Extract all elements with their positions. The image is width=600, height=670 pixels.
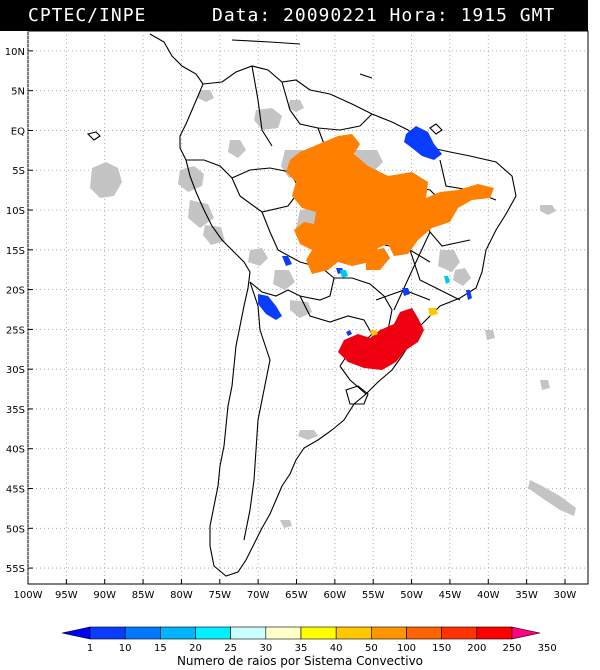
colorbar-label: 35: [295, 643, 308, 654]
colorbar-label: 1: [87, 643, 93, 654]
lat-tick-label: 35S: [6, 405, 25, 416]
colorbar-label: 40: [330, 643, 343, 654]
colorbar-label: 20: [189, 643, 202, 654]
lat-tick-label: EQ: [11, 126, 25, 137]
lon-tick-label: 35W: [515, 590, 538, 601]
colorbar-label: 30: [259, 643, 272, 654]
lon-tick-label: 75W: [208, 590, 231, 601]
colorbar-title: Numero de raios por Sistema Convectivo: [176, 654, 424, 668]
lon-tick-label: 100W: [14, 590, 43, 601]
lat-tick-label: 30S: [6, 365, 25, 376]
colorbar-label: 10: [119, 643, 132, 654]
lat-tick-label: 55S: [6, 564, 25, 575]
red-system: [338, 308, 424, 370]
lat-tick-label: 45S: [6, 485, 25, 496]
lon-tick-label: 30W: [554, 590, 577, 601]
colorbar-segment: [300, 626, 337, 640]
latitude-labels: 10N 5N EQ 5S 10S 15S 20S 25S 30S 35S 40S 45S 50S 55S: [5, 47, 25, 575]
colorbar-label: 25: [224, 643, 237, 654]
colorbar-label: 250: [502, 643, 521, 654]
blue-systems: [258, 126, 472, 336]
lon-tick-label: 80W: [170, 590, 193, 601]
colorbar-label: 50: [365, 643, 378, 654]
lon-tick-label: 50W: [400, 590, 423, 601]
lat-tick-label: 20S: [6, 286, 25, 297]
lat-tick-label: 5S: [12, 166, 25, 177]
lon-tick-label: 65W: [285, 590, 308, 601]
lat-tick-label: 40S: [6, 445, 25, 456]
colorbar-segment: [124, 626, 161, 640]
colorbar-label: 350: [538, 643, 557, 654]
colorbar-segment: [160, 626, 196, 640]
datetime-label: Data: 20090221 Hora: 1915 GMT: [212, 5, 556, 26]
source-label: CPTEC/INPE: [28, 5, 147, 26]
lat-tick-label: 50S: [6, 524, 25, 535]
colorbar-label: 150: [432, 643, 451, 654]
colorbar-segment: [441, 626, 478, 640]
lon-tick-label: 85W: [132, 590, 155, 601]
cyan-systems: [340, 270, 450, 284]
colorbar-label: 100: [397, 643, 416, 654]
longitude-labels: 100W 95W 90W 85W 80W 75W 70W 65W 60W 55W 50W 45W 40W…: [14, 590, 577, 601]
colorbar-segment: [195, 626, 231, 640]
yellow-systems: [370, 308, 438, 336]
lon-tick-label: 55W: [362, 590, 385, 601]
colorbar-segment: [265, 626, 302, 640]
lat-tick-label: 5N: [11, 87, 25, 98]
colorbar-segment: [230, 626, 267, 640]
lat-tick-label: 15S: [6, 246, 25, 257]
lat-tick-label: 25S: [6, 325, 25, 336]
lat-tick-label: 10S: [6, 206, 25, 217]
colorbar-label: 200: [467, 643, 486, 654]
lon-tick-label: 45W: [439, 590, 462, 601]
colorbar: [61, 626, 541, 640]
header-bar: CPTEC/INPE Data: 20090221 Hora: 1915 GMT: [0, 0, 588, 31]
lon-tick-label: 60W: [324, 590, 347, 601]
colorbar-labels: 1 10 15 20 25 30 35 40 50 100 150 200 250 350: [87, 643, 557, 654]
colorbar-segment: [335, 626, 372, 640]
colorbar-arrow-left: [61, 626, 91, 640]
colorbar-arrow-right: [511, 626, 541, 640]
lon-tick-label: 40W: [477, 590, 500, 601]
colorbar-segment: [371, 626, 407, 640]
colorbar-segment: [406, 626, 442, 640]
lat-tick-label: 10N: [5, 47, 25, 58]
colorbar-segment: [89, 626, 126, 640]
lon-tick-label: 95W: [55, 590, 78, 601]
orange-system: [286, 134, 494, 274]
lon-tick-label: 70W: [247, 590, 270, 601]
colorbar-segment: [476, 626, 513, 640]
colorbar-label: 15: [154, 643, 167, 654]
lon-tick-label: 90W: [93, 590, 116, 601]
